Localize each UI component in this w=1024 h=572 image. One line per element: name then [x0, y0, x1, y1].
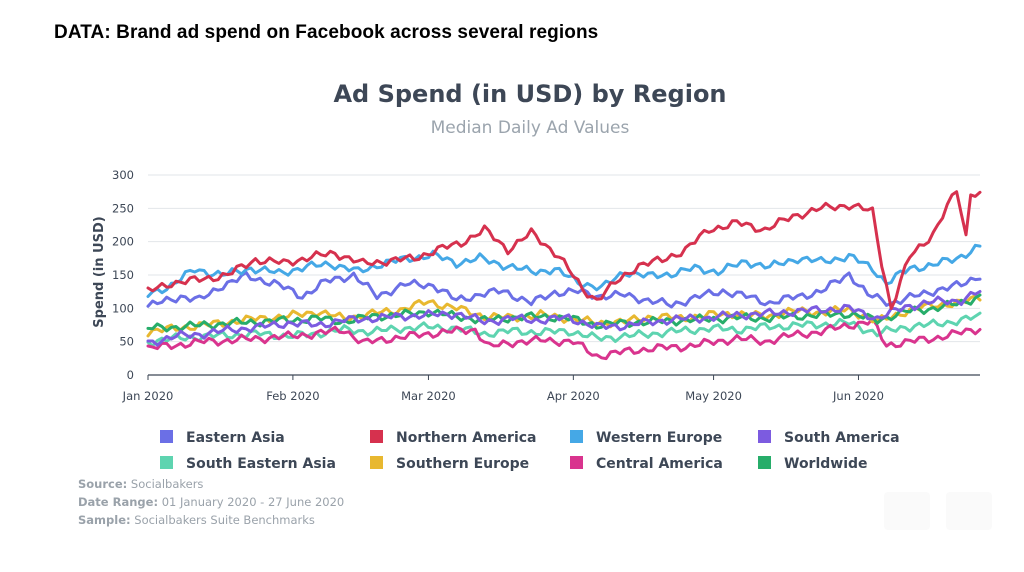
legend-swatch — [758, 456, 771, 469]
y-tick-label: 50 — [119, 335, 134, 349]
x-axis-ticks: Jan 2020 Feb 2020 Mar 2020 Apr 2020 May 2020… — [122, 375, 884, 403]
series-line-northern-america — [146, 190, 982, 310]
series-line-south-eastern-asia — [146, 311, 982, 348]
legend: Eastern Asia Northern America Western Euro… — [160, 430, 900, 472]
y-tick-label: 200 — [112, 235, 134, 249]
y-tick-label: 100 — [112, 301, 134, 315]
chart-title: Ad Spend (in USD) by Region — [333, 80, 726, 108]
legend-label: Northern America — [396, 430, 537, 446]
x-tick-label: Jan 2020 — [122, 389, 174, 403]
page-headline: DATA: Brand ad spend on Facebook across … — [54, 22, 599, 43]
info-button[interactable] — [884, 492, 930, 530]
chart-subtitle: Median Daily Ad Values — [431, 118, 630, 138]
x-tick-label: Mar 2020 — [401, 389, 456, 403]
x-tick-label: Feb 2020 — [266, 389, 319, 403]
legend-label: South America — [784, 430, 900, 446]
legend-swatch — [570, 456, 583, 469]
footer-date-range: Date Range: 01 January 2020 - 27 June 20… — [78, 495, 345, 509]
legend-swatch — [160, 430, 173, 443]
legend-label: South Eastern Asia — [186, 456, 336, 472]
y-tick-label: 0 — [127, 368, 134, 382]
legend-swatch — [160, 456, 173, 469]
series-line-south-america — [146, 290, 982, 347]
legend-label: Southern Europe — [396, 456, 529, 472]
y-axis-ticks: 0 50 100 150 200 250 300 — [112, 168, 134, 382]
legend-swatch — [370, 430, 383, 443]
x-tick-label: May 2020 — [685, 389, 742, 403]
series-line-western-europe — [146, 243, 982, 298]
footer-sample: Sample: Socialbakers Suite Benchmarks — [78, 513, 315, 527]
y-axis-label: Spend (in USD) — [92, 216, 107, 327]
y-tick-label: 250 — [112, 201, 134, 215]
y-tick-label: 150 — [112, 268, 134, 282]
share-button[interactable] — [946, 492, 992, 530]
legend-label: Western Europe — [596, 430, 722, 446]
y-tick-label: 300 — [112, 168, 134, 182]
series-line-eastern-asia — [146, 271, 982, 309]
x-tick-label: Jun 2020 — [832, 389, 884, 403]
series-lines — [146, 190, 982, 361]
legend-label: Eastern Asia — [186, 430, 285, 446]
legend-swatch — [570, 430, 583, 443]
x-tick-label: Apr 2020 — [547, 389, 600, 403]
legend-swatch — [758, 430, 771, 443]
legend-label: Central America — [596, 456, 723, 472]
footer-source: Source: Socialbakers — [78, 477, 204, 491]
legend-swatch — [370, 456, 383, 469]
series-line-central-america — [146, 317, 982, 361]
legend-label: Worldwide — [784, 456, 868, 472]
